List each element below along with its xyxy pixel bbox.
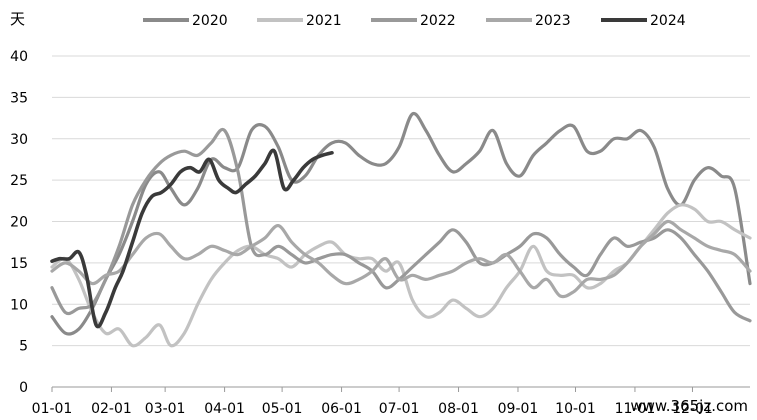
x-tick-label: 01-01 [32, 401, 73, 417]
y-axis-unit-label: 天 [10, 10, 25, 28]
legend-label-2024: 2024 [650, 13, 686, 29]
y-tick-label: 35 [10, 90, 28, 106]
x-tick-label: 05-01 [262, 401, 303, 417]
y-tick-label: 5 [19, 339, 28, 355]
y-tick-label: 20 [10, 215, 28, 231]
y-tick-label: 25 [10, 173, 28, 189]
gridlines [52, 55, 750, 347]
x-tick-label: 11-01 [615, 401, 656, 417]
y-tick-label: 10 [10, 297, 28, 313]
x-tick-label: 08-01 [438, 401, 479, 417]
series-line-2022 [50, 127, 752, 323]
legend-label-2020: 2020 [192, 13, 228, 29]
y-axis-tick-labels: 0 5 10 15 20 25 30 35 40 [10, 49, 28, 396]
x-tick-label: 04-01 [204, 401, 245, 417]
series-line-2024 [50, 148, 334, 329]
x-axis-tick-labels: 01-01 02-01 03-01 04-01 05-01 06-01 07-01 08-01… [32, 401, 713, 417]
watermark: www.365jz.com [630, 397, 748, 415]
x-tick-label: 02-01 [91, 401, 132, 417]
x-tick-label: 09-01 [498, 401, 539, 417]
x-tick-label: 07-01 [379, 401, 420, 417]
series-line-2023 [50, 219, 752, 299]
x-tick-label: 10-01 [555, 401, 596, 417]
y-tick-label: 15 [10, 256, 28, 272]
legend: 2020 2021 2022 2023 2024 [143, 13, 686, 29]
legend-label-2021: 2021 [306, 13, 342, 29]
x-tick-label: 06-01 [321, 401, 362, 417]
series-line-2021 [50, 203, 752, 348]
x-tick-label: 12-01 [672, 401, 713, 417]
series-line-2020 [50, 111, 752, 336]
legend-label-2022: 2022 [420, 13, 456, 29]
legend-label-2023: 2023 [535, 13, 571, 29]
y-tick-label: 30 [10, 132, 28, 148]
y-tick-label: 0 [19, 380, 28, 396]
y-tick-label: 40 [10, 49, 28, 65]
series-lines [50, 111, 752, 348]
x-tick-label: 03-01 [145, 401, 186, 417]
x-axis-ticks [51, 387, 693, 392]
